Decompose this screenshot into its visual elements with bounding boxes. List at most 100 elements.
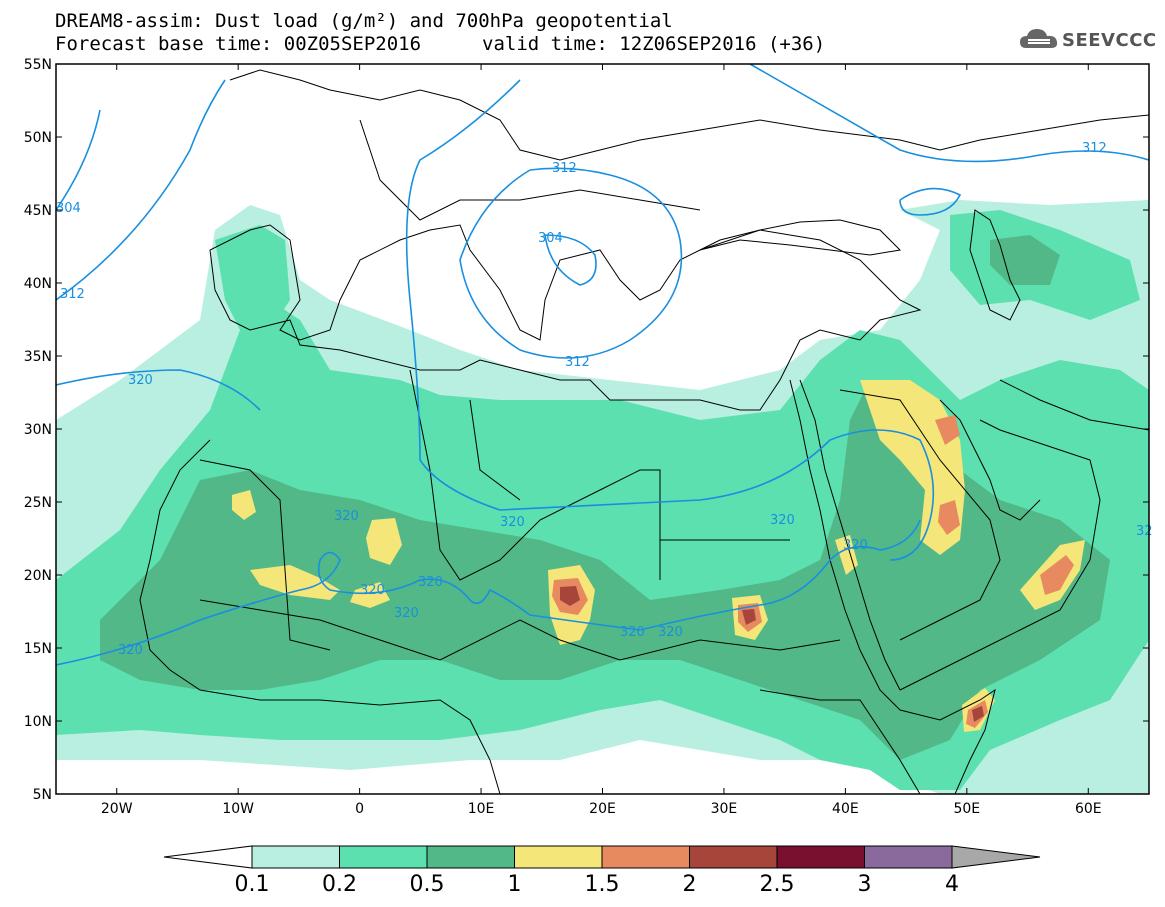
lon-label: 0 <box>355 801 364 817</box>
dust-level-2-somalia <box>972 706 984 722</box>
lat-label: 45N <box>24 203 52 219</box>
lat-label: 50N <box>24 130 52 146</box>
contour-label: 320 <box>620 625 645 640</box>
lon-label: 20W <box>101 801 133 817</box>
coast-gulf <box>939 399 1041 521</box>
contour-label: 32 <box>1136 524 1153 539</box>
lat-label: 30N <box>24 422 52 438</box>
contour-label: 312 <box>565 355 590 370</box>
contour-label: 320 <box>394 606 419 621</box>
contour-label: 312 <box>60 287 85 302</box>
colorbar-box <box>426 845 515 869</box>
colorbar-label: 2 <box>682 872 697 897</box>
colorbar-box <box>251 845 340 869</box>
colorbar-box <box>339 845 428 869</box>
coast-iran <box>999 379 1149 431</box>
contour-304-west <box>56 109 101 211</box>
dust-level-1.5-saudi <box>938 500 960 535</box>
contour-312-caspian <box>899 187 962 216</box>
contour-label: 304 <box>56 201 81 216</box>
contour-label: 320 <box>418 575 443 590</box>
valid-time: valid time: 12Z06SEP2016 (+36) <box>482 33 826 55</box>
dust-level-1-redsea <box>835 535 858 575</box>
latitude-axis: 55N 50N 45N 40N 35N 30N 25N 20N 15N 10N 5N <box>24 57 1149 803</box>
coast-redsea-east <box>799 379 901 691</box>
lat-label: 5N <box>33 787 52 803</box>
cloud-icon <box>1020 29 1058 48</box>
contour-312-europe <box>405 79 935 561</box>
contour-label: 320 <box>118 643 143 658</box>
border-sahel <box>199 599 841 661</box>
contour-label: 320 <box>843 538 868 553</box>
lon-label: 60E <box>1075 801 1102 817</box>
map-title: DREAM8-assim: Dust load (g/m²) and 700hP… <box>55 10 673 32</box>
border-arabia <box>839 389 1001 641</box>
colorbar-label: 0.1 <box>234 872 270 897</box>
contour-320-main <box>56 519 921 666</box>
colorbar-label: 1.5 <box>584 872 620 897</box>
contour-label: 320 <box>500 515 525 530</box>
colorbar-over-triangle <box>951 845 1041 869</box>
dust-level-1-algeria <box>366 518 402 565</box>
border-east-africa <box>759 689 921 794</box>
colorbar <box>163 845 1041 869</box>
coast-horn <box>899 688 996 794</box>
border-europe-inner <box>359 119 701 221</box>
coast-north <box>229 69 1149 161</box>
colorbar-label: 3 <box>857 872 872 897</box>
dust-level-2-sudan <box>742 609 756 625</box>
colorbar-label: 0.2 <box>322 872 357 897</box>
contour-label: 320 <box>770 513 795 528</box>
dust-level-1-maur <box>232 490 256 520</box>
coast-arabia <box>899 419 1101 691</box>
dust-level-2-chad <box>560 586 580 606</box>
colorbar-box <box>776 845 865 869</box>
contour-label: 312 <box>552 161 577 176</box>
seevccc-logo: SEEVCCC <box>1018 26 1156 56</box>
colorbar-label: 0.5 <box>409 872 445 897</box>
coast-africa-west <box>139 439 501 794</box>
dust-level-1-mali <box>350 582 390 608</box>
lon-label: 10W <box>222 801 254 817</box>
lat-label: 35N <box>24 349 52 365</box>
contour-304-italy <box>544 234 597 286</box>
contour-label: 312 <box>1082 141 1107 156</box>
contour-label: 304 <box>538 231 563 246</box>
colorbar-under-triangle <box>163 845 253 869</box>
contour-312-east <box>749 64 1149 163</box>
contour-label: 320 <box>128 373 153 388</box>
border-sahara-2 <box>409 369 661 581</box>
lat-label: 40N <box>24 276 52 292</box>
coast-europe <box>209 224 922 411</box>
forecast-base-time: Forecast base time: 00Z05SEP2016 <box>55 33 422 55</box>
colorbar-box <box>864 845 953 869</box>
lon-label: 30E <box>711 801 738 817</box>
colorbar-label: 4 <box>945 872 959 897</box>
colorbar-box <box>689 845 778 869</box>
lon-label: 20E <box>589 801 616 817</box>
coast-caspian <box>969 209 1021 321</box>
colorbar-label: 2.5 <box>759 872 795 897</box>
lon-label: 10E <box>468 801 495 817</box>
dust-level-0.5 <box>100 380 1110 760</box>
contour-312-west <box>56 79 226 301</box>
contour-312-loop <box>459 167 683 359</box>
lat-label: 55N <box>24 57 52 73</box>
contour-label: 320 <box>360 583 385 598</box>
colorbar-box <box>514 845 603 869</box>
dust-level-1-west <box>250 565 340 600</box>
border-sahara-1 <box>199 459 331 651</box>
geopotential-contours <box>56 64 1149 666</box>
contour-320-west <box>56 369 261 411</box>
longitude-axis: 20W 10W 0 10E 20E 30E 40E 50E 60E <box>101 64 1102 817</box>
lat-label: 25N <box>24 495 52 511</box>
lat-label: 10N <box>24 714 52 730</box>
contour-labels: 312 312 312 304 304 320 320 320 320 320 … <box>56 141 1153 658</box>
border-sahara-4 <box>469 399 521 501</box>
colorbar-label: 1 <box>507 872 522 897</box>
dust-level-1.5-iraq <box>935 415 960 445</box>
contour-label: 320 <box>658 625 683 640</box>
coastlines <box>139 69 1149 794</box>
lat-label: 15N <box>24 641 52 657</box>
